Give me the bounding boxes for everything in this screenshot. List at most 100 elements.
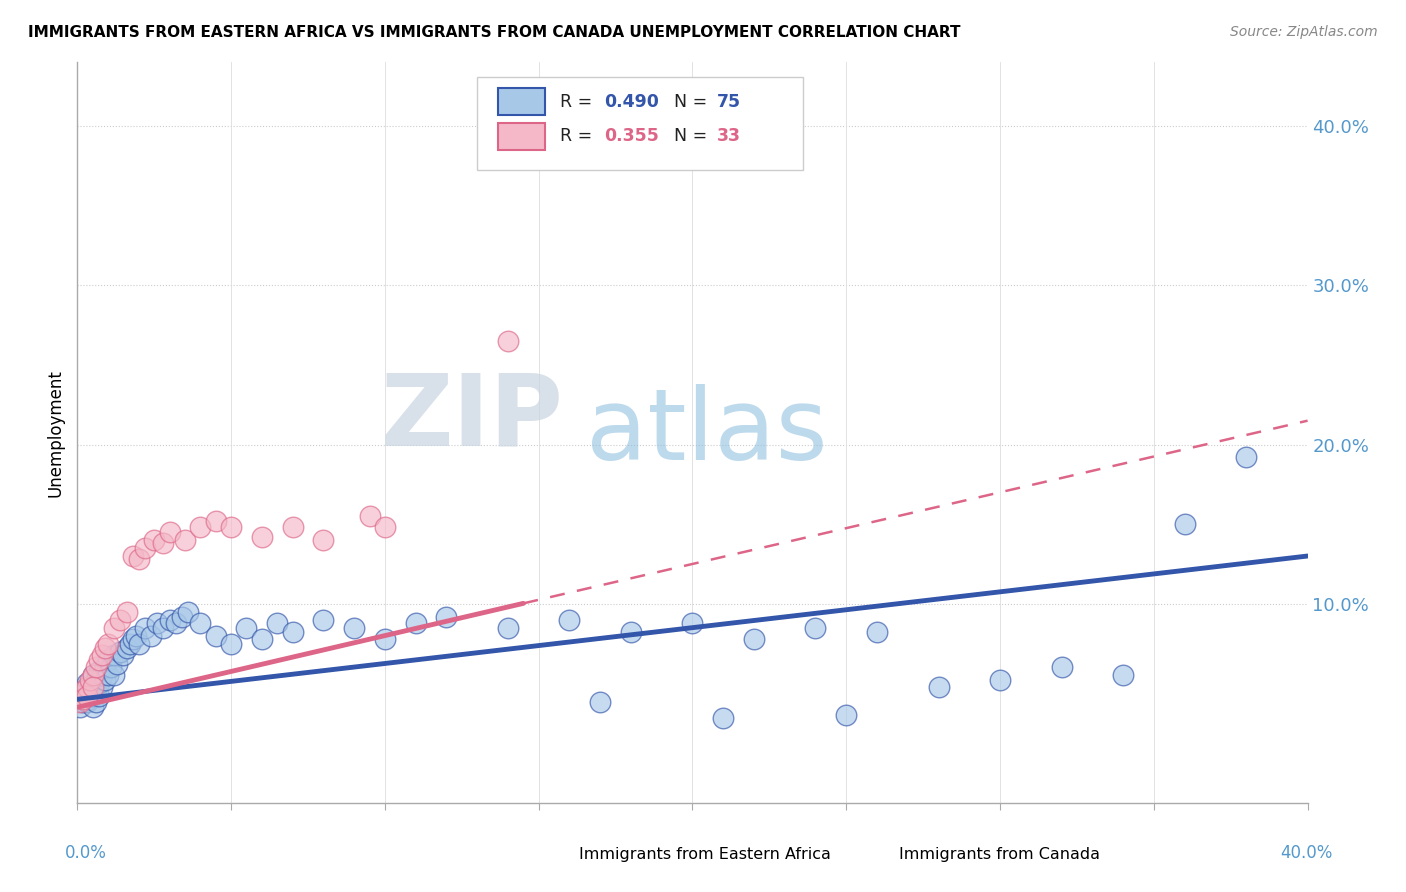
Point xyxy=(266,615,288,630)
Text: 33: 33 xyxy=(717,128,741,145)
Point xyxy=(496,334,519,348)
Text: Immigrants from Canada: Immigrants from Canada xyxy=(900,847,1099,863)
Point xyxy=(69,692,91,706)
Point xyxy=(87,676,110,690)
Point xyxy=(165,615,187,630)
Point xyxy=(125,629,148,643)
Point xyxy=(87,652,110,666)
Point xyxy=(82,668,104,682)
Point xyxy=(152,621,174,635)
Point xyxy=(90,648,114,662)
Point xyxy=(558,613,581,627)
Point xyxy=(94,660,117,674)
Point xyxy=(174,533,197,547)
Point xyxy=(97,652,120,666)
Y-axis label: Unemployment: Unemployment xyxy=(46,368,65,497)
Point xyxy=(219,520,242,534)
FancyBboxPatch shape xyxy=(498,88,546,115)
Point xyxy=(405,615,427,630)
Point xyxy=(97,668,120,682)
Point xyxy=(620,625,643,640)
Point xyxy=(374,520,396,534)
Point xyxy=(1234,450,1257,465)
Point xyxy=(87,664,110,678)
Point xyxy=(121,632,143,646)
Point xyxy=(110,613,132,627)
Point xyxy=(84,696,107,710)
Point xyxy=(87,689,110,703)
Point xyxy=(82,680,104,694)
Point xyxy=(159,525,181,540)
Point xyxy=(90,680,114,694)
Point xyxy=(90,668,114,682)
Point xyxy=(79,680,101,694)
Point xyxy=(79,673,101,688)
Point xyxy=(250,530,273,544)
Point xyxy=(1112,668,1135,682)
Point xyxy=(118,637,141,651)
Point xyxy=(235,621,257,635)
Point xyxy=(76,696,98,710)
Point xyxy=(72,689,94,703)
Point xyxy=(835,708,858,723)
Point xyxy=(343,621,366,635)
Point xyxy=(121,549,143,563)
Point xyxy=(100,660,122,674)
Point xyxy=(69,700,91,714)
Point xyxy=(84,684,107,698)
Point xyxy=(250,632,273,646)
Text: Immigrants from Eastern Africa: Immigrants from Eastern Africa xyxy=(579,847,831,863)
Point xyxy=(82,668,104,682)
Point xyxy=(281,520,304,534)
Point xyxy=(146,615,169,630)
Point xyxy=(72,684,94,698)
Point xyxy=(589,696,612,710)
Point xyxy=(69,696,91,710)
Text: 0.0%: 0.0% xyxy=(65,844,107,862)
Point xyxy=(97,637,120,651)
Point xyxy=(152,536,174,550)
Point xyxy=(128,637,150,651)
Point xyxy=(79,692,101,706)
Text: 0.355: 0.355 xyxy=(605,128,659,145)
Text: IMMIGRANTS FROM EASTERN AFRICA VS IMMIGRANTS FROM CANADA UNEMPLOYMENT CORRELATIO: IMMIGRANTS FROM EASTERN AFRICA VS IMMIGR… xyxy=(28,25,960,40)
Point xyxy=(188,520,212,534)
Point xyxy=(94,673,117,688)
Text: R =: R = xyxy=(560,93,598,111)
FancyBboxPatch shape xyxy=(477,78,803,169)
Point xyxy=(76,682,98,697)
Point xyxy=(103,668,125,682)
Point xyxy=(105,657,128,672)
Point xyxy=(115,605,138,619)
Point xyxy=(204,629,226,643)
Text: 75: 75 xyxy=(717,93,741,111)
Text: N =: N = xyxy=(673,93,713,111)
Text: Source: ZipAtlas.com: Source: ZipAtlas.com xyxy=(1230,25,1378,39)
Text: R =: R = xyxy=(560,128,598,145)
Text: atlas: atlas xyxy=(586,384,828,481)
Text: ZIP: ZIP xyxy=(381,369,564,467)
Point xyxy=(682,615,704,630)
Point xyxy=(112,648,135,662)
Point xyxy=(1174,517,1197,532)
Point xyxy=(141,629,163,643)
Point xyxy=(82,680,104,694)
FancyBboxPatch shape xyxy=(841,836,887,858)
Point xyxy=(115,641,138,656)
Point xyxy=(711,711,734,725)
Point xyxy=(128,552,150,566)
Point xyxy=(143,533,166,547)
Point xyxy=(110,644,132,658)
Point xyxy=(79,686,101,700)
Point xyxy=(928,680,950,694)
Point xyxy=(742,632,765,646)
Point xyxy=(1050,660,1073,674)
Point xyxy=(72,684,94,698)
Point xyxy=(72,692,94,706)
Point xyxy=(76,689,98,703)
Text: 0.490: 0.490 xyxy=(605,93,659,111)
FancyBboxPatch shape xyxy=(498,123,546,150)
Point xyxy=(103,621,125,635)
Point xyxy=(84,673,107,688)
Point xyxy=(159,613,181,627)
